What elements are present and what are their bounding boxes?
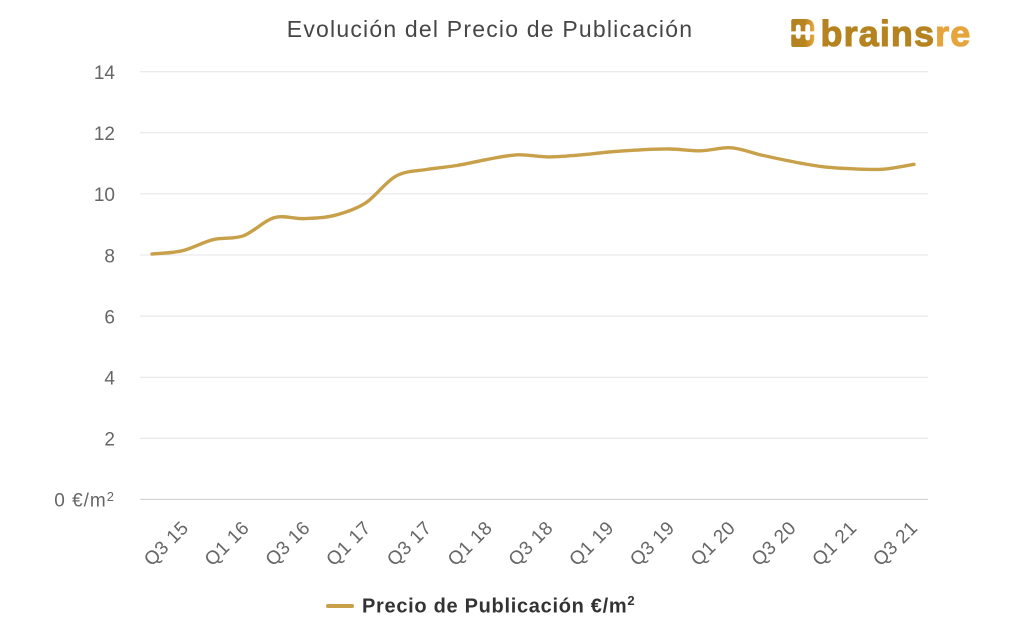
svg-text:Q3 15: Q3 15 <box>140 518 193 571</box>
svg-text:6: 6 <box>104 307 115 328</box>
svg-text:14: 14 <box>94 63 116 84</box>
svg-text:Q3 19: Q3 19 <box>626 518 679 571</box>
svg-text:2: 2 <box>104 430 115 451</box>
svg-text:8: 8 <box>104 246 115 267</box>
svg-text:Q1 17: Q1 17 <box>323 518 376 571</box>
svg-text:Q1 18: Q1 18 <box>444 518 497 571</box>
svg-text:Q1 16: Q1 16 <box>201 518 254 571</box>
svg-text:Q1 19: Q1 19 <box>566 518 619 571</box>
svg-text:Q3 18: Q3 18 <box>505 518 558 571</box>
svg-text:4: 4 <box>104 369 115 390</box>
svg-text:Q3 16: Q3 16 <box>262 518 315 571</box>
svg-text:0 €/m2: 0 €/m2 <box>54 489 115 512</box>
svg-text:Q3 17: Q3 17 <box>383 518 436 571</box>
svg-text:Q3 21: Q3 21 <box>869 518 922 571</box>
svg-text:Q1 21: Q1 21 <box>809 518 862 571</box>
svg-text:Q1 20: Q1 20 <box>687 518 740 571</box>
svg-text:Q3 20: Q3 20 <box>748 518 801 571</box>
svg-text:10: 10 <box>94 185 115 206</box>
svg-text:12: 12 <box>94 124 115 145</box>
